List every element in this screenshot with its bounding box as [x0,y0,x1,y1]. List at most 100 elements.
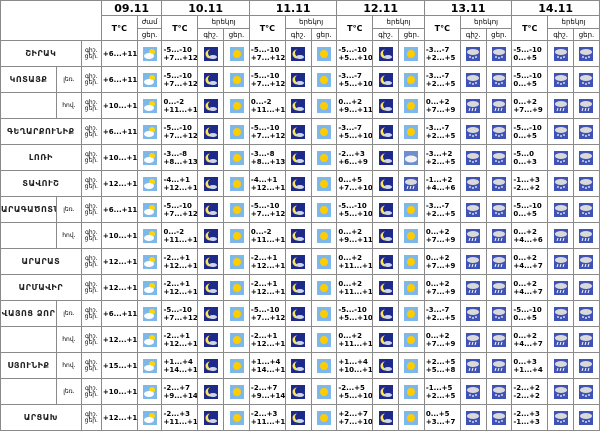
temp-value: -3...-7 +2...+5 [423,300,461,327]
subregion-label: հով. [56,92,82,119]
temp-value: +12...+14 [100,326,138,353]
sun-cloud-icon [142,176,157,191]
temp-value: +15...+18 [100,352,138,379]
subregion-label: հով. [56,326,82,353]
temp-value: +10...+13 [100,222,138,249]
sun-cloud-icon [142,124,157,139]
region-label: ՍՅՈՒՆԻՔ [0,352,58,379]
sun-cloud-icon [142,46,157,61]
night-icon-cell [547,326,574,353]
day-header: ցեր. [572,28,600,41]
sun-icon [404,98,419,113]
moon-icon [378,280,393,295]
day-icon-cell [485,326,513,353]
date-header: 13.11 [423,0,513,16]
night-icon-cell [459,326,487,353]
day-header: ցեր. [223,28,250,41]
day-icon-cell [572,326,600,353]
cloud-snow-icon [491,306,506,321]
temp-value: 0...-2+11...+13 [161,222,199,249]
moon-icon [203,384,218,399]
night-icon-cell [197,326,225,353]
moon-icon [378,332,393,347]
weather-icon-cell [136,66,163,93]
weather-icon-cell [136,274,163,301]
sun-icon [229,410,244,425]
day-icon-cell [223,378,250,405]
date-header: 12.11 [336,0,425,16]
temp-value: +6...+11 [100,118,138,145]
day-icon-cell [572,378,600,405]
temp-value: 0...+2 +7...+9 [423,274,461,301]
temp-value: -5...-10 +5...+10 [336,196,374,223]
cloud-snow-icon [553,410,568,425]
weather-icon-cell [136,352,163,379]
moon-icon [378,254,393,269]
temp-value: 0...+2 +7...+9 [423,326,461,353]
night-icon-cell [372,378,400,405]
night-icon-cell [197,144,225,171]
day-icon-cell [485,196,513,223]
day-icon-cell [310,274,338,301]
day-icon-cell [223,196,250,223]
day-icon-cell [310,40,338,67]
moon-icon [378,384,393,399]
moon-icon [203,280,218,295]
night-icon-cell [284,300,312,327]
temp-value: -5...-10 +7...+12 [161,196,199,223]
night-icon-cell [197,378,225,405]
sun-icon [404,46,419,61]
cloud-rain-icon [553,280,568,295]
night-icon-cell [372,248,400,275]
day-icon-cell [485,300,513,327]
cloud-rain-icon [491,228,506,243]
moon-icon [291,124,306,139]
cloud-rain-icon [579,358,594,373]
moon-icon [378,150,393,165]
temp-value: -5...-10 +7...+12 [248,40,286,67]
temp-value: -2...+3 -1...+3 [511,404,549,431]
night-icon-cell [547,170,574,197]
cloud-header: երեկոյ [547,15,600,29]
cloud-snow-icon [579,150,594,165]
night-icon-cell [459,196,487,223]
weather-icon-cell [136,300,163,327]
sun-cloud-icon [142,98,157,113]
sun-icon [316,280,331,295]
temp-value: 0...+2+11...+13 [336,248,374,275]
moon-icon [203,306,218,321]
time-of-day: գիշ. ցեր. [80,300,102,327]
cloud-snow-icon [579,72,594,87]
time-of-day: գիշ. ցեր. [80,404,102,431]
day-icon-cell [572,66,600,93]
night-icon-cell [372,196,400,223]
cloud-snow-icon [466,306,481,321]
day-icon-cell [398,248,425,275]
temp-value: -5...-10 0...+5 [511,118,549,145]
night-icon-cell [284,92,312,119]
cloud-snow-icon [579,306,594,321]
day-icon-cell [398,274,425,301]
temp-header: T°C [336,15,374,41]
sun-cloud-icon [142,72,157,87]
cloud-snow-icon [579,202,594,217]
moon-icon [203,72,218,87]
night-icon-cell [197,170,225,197]
day-icon-cell [398,66,425,93]
sun-icon [404,332,419,347]
sun-icon [229,72,244,87]
temp-value: -2...+3+11...+15 [248,404,286,431]
time-of-day: գիշ. ցեր. [80,352,102,379]
cloud-snow-icon [553,306,568,321]
day-icon-cell [310,352,338,379]
temp-value: -5...-10 +5...+10 [336,300,374,327]
cloud-rain-icon [491,98,506,113]
sun-icon [316,384,331,399]
night-header: գիշ. [372,28,400,41]
sun-icon [316,228,331,243]
night-icon-cell [372,222,400,249]
cloud-snow-icon [491,202,506,217]
temp-value: -3...-7 +2...+5 [423,118,461,145]
night-header: գիշ. [284,28,312,41]
temp-value: -1...+2 +4...+6 [423,170,461,197]
